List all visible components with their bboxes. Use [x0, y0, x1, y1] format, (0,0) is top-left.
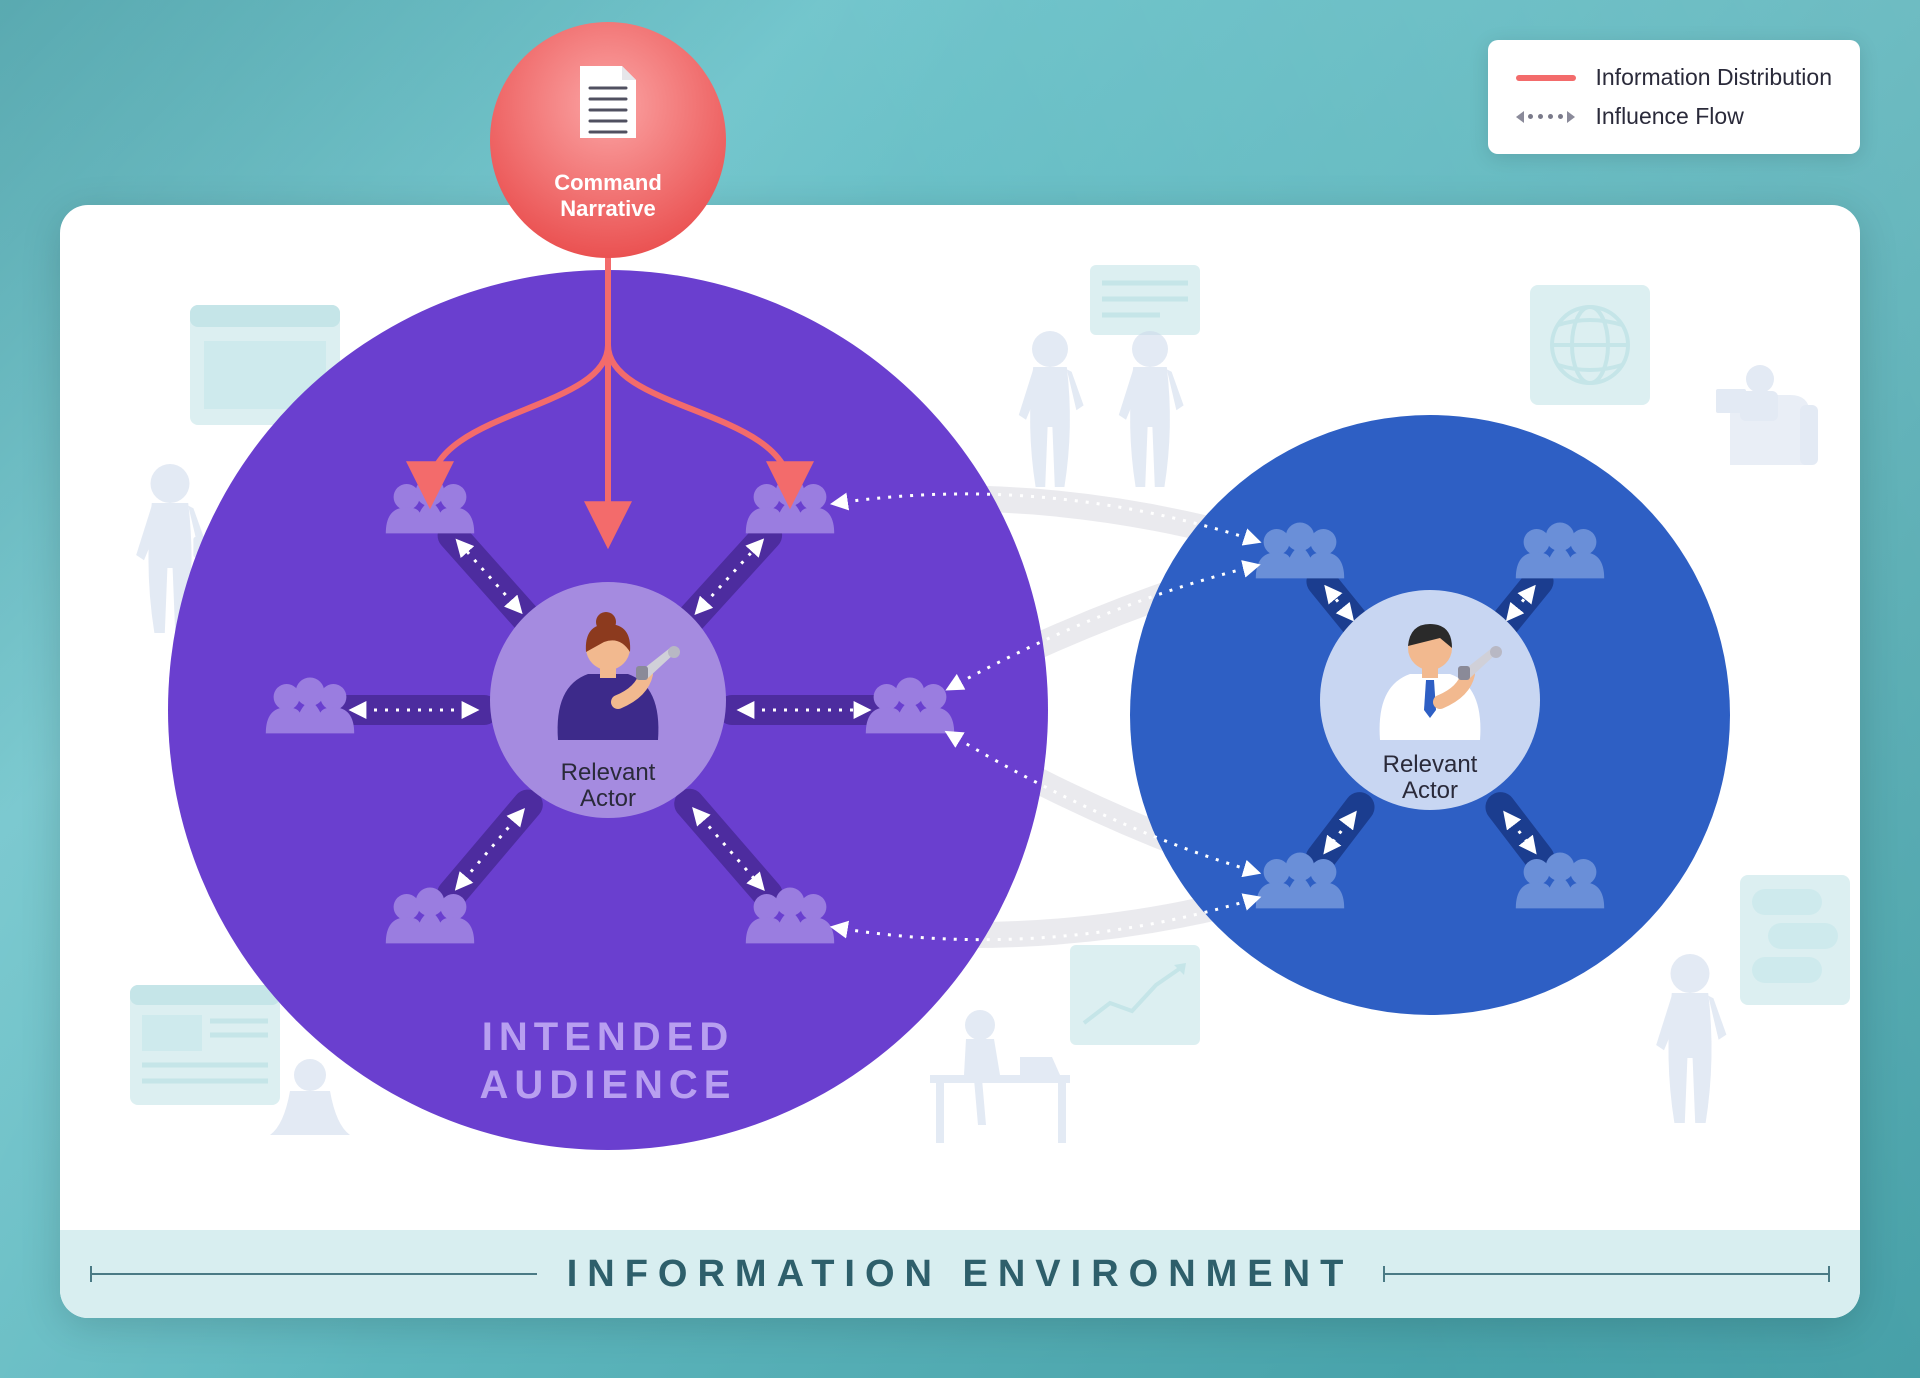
- legend-swatch-dotted: [1516, 107, 1576, 127]
- secondary-actor-circle: RelevantActor: [1130, 415, 1730, 1015]
- svg-text:Actor: Actor: [580, 785, 636, 812]
- main-panel: RelevantActor INTENDED AUDIENCE Relevant…: [60, 205, 1860, 1318]
- stage: RelevantActor INTENDED AUDIENCE Relevant…: [0, 0, 1920, 1378]
- diagram-svg: RelevantActor INTENDED AUDIENCE Relevant…: [60, 205, 1860, 1318]
- svg-text:AUDIENCE: AUDIENCE: [480, 1063, 737, 1107]
- legend: Information Distribution Influence Flow: [1488, 40, 1861, 154]
- footer-bar: INFORMATION ENVIRONMENT: [60, 1230, 1860, 1318]
- svg-text:Actor: Actor: [1402, 777, 1458, 804]
- legend-row-influence: Influence Flow: [1516, 97, 1833, 136]
- legend-swatch-solid: [1516, 75, 1576, 81]
- svg-text:Command: Command: [554, 170, 662, 195]
- svg-text:Narrative: Narrative: [560, 196, 655, 221]
- svg-text:Relevant: Relevant: [1383, 751, 1478, 778]
- command-narrative-node: Command Narrative: [490, 22, 726, 258]
- legend-row-info-dist: Information Distribution: [1516, 58, 1833, 97]
- footer-rule-left: [90, 1273, 537, 1275]
- footer-title: INFORMATION ENVIRONMENT: [567, 1253, 1354, 1296]
- svg-text:Relevant: Relevant: [561, 759, 656, 786]
- legend-label: Influence Flow: [1596, 103, 1744, 130]
- svg-text:INTENDED: INTENDED: [482, 1015, 734, 1059]
- footer-rule-right: [1383, 1273, 1830, 1275]
- legend-label: Information Distribution: [1596, 64, 1833, 91]
